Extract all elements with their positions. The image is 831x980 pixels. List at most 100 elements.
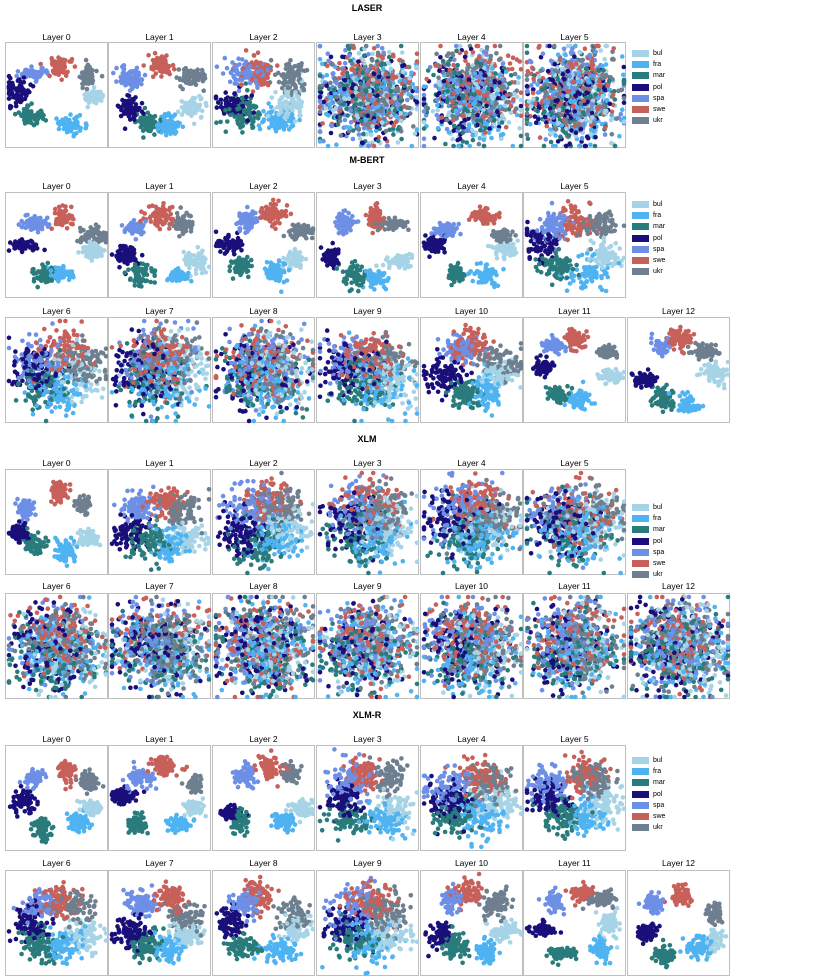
scatter-point-fra [83,121,89,126]
scatter-point-spa [478,75,484,80]
scatter-point-pol [602,87,608,93]
scatter-point-bul [457,43,463,49]
scatter-point-mar [360,70,366,75]
scatter-point-pol [552,61,558,67]
scatter-point-swe [481,114,486,119]
scatter-point-pol [400,63,405,69]
scatter-point-ukr [450,113,455,119]
scatter-point-mar [361,131,366,137]
scatter-point-pol [565,68,571,74]
scatter-point-pol [342,78,348,83]
scatter-point-fra [621,72,626,78]
scatter-point-spa [446,103,452,109]
scatter-point-bul [199,108,205,114]
scatter-point-swe [390,73,395,78]
scatter-point-spa [45,70,50,75]
scatter-point-spa [325,51,331,56]
scatter-point-mar [402,83,407,89]
scatter-point-spa [329,123,335,129]
scatter-point-fra [498,132,504,138]
scatter-point-spa [245,66,251,71]
scatter-point-spa [231,73,236,79]
scatter-point-ukr [485,78,491,83]
scatter-point-fra [325,143,331,149]
scatter-point-ukr [187,81,192,86]
scatter-point-fra [553,133,558,138]
scatter-point-ukr [93,222,99,227]
scatter-point-fra [343,124,349,130]
scatter-point-bul [598,48,603,53]
scatter-point-ukr [444,117,449,122]
scatter-point-fra [327,101,333,107]
scatter-point-bul [392,96,398,101]
scatter-point-spa [441,94,447,100]
scatter-point-fra [543,104,549,109]
scatter-point-swe [486,59,492,65]
scatter-point-pol [342,86,347,92]
scatter-point-ukr [336,99,342,105]
scatter-point-ukr [504,99,510,105]
scatter-point-bul [91,88,97,94]
scatter-point-ukr [552,43,557,49]
scatter-point-pol [532,114,538,119]
scatter-point-ukr [466,64,472,70]
scatter-point-pol [351,82,356,87]
scatter-point-bul [502,103,508,109]
legend-label: pol [653,84,662,91]
scatter-point-mar [387,127,392,133]
scatter-point-ukr [479,123,484,128]
scatter-point-pol [462,117,468,123]
scatter-point-swe [609,109,615,115]
scatter-point-spa [348,108,353,114]
scatter-point-bul [528,104,534,109]
scatter-point-mar [478,63,484,68]
scatter-point-pol [542,114,548,120]
scatter-point-swe [150,74,156,80]
scatter-point-fra [261,117,267,122]
scatter-point-mar [35,284,40,290]
scatter-point-bul [506,120,512,125]
scatter-point-mar [460,130,466,135]
scatter-point-mar [612,143,618,149]
scatter-point-pol [568,115,574,120]
scatter-point-pol [328,130,334,136]
panel-title: Layer 0 [5,32,108,42]
scatter-point-pol [328,54,334,60]
scatter-point-spa [479,81,485,87]
scatter-point-swe [532,101,538,107]
scatter-point-fra [337,88,343,93]
scatter-point-bul [194,103,199,108]
scatter-point-ukr [80,75,86,81]
scatter-point-bul [357,136,363,141]
scatter-point-pol [8,104,14,109]
scatter-point-bul [265,113,271,119]
scatter-point-spa [33,79,39,84]
scatter-point-pol [24,93,29,98]
scatter-point-spa [255,69,260,75]
scatter-point-ukr [395,88,401,94]
scatter-point-pol [223,96,229,102]
scatter-point-fra [406,92,411,97]
scatter-point-ukr [446,71,451,76]
scatter-point-bul [526,99,532,104]
scatter-point-swe [59,77,64,83]
scatter-point-mar [158,117,163,122]
scatter-point-swe [154,65,159,71]
scatter-point-bul [517,125,522,131]
scatter-point-ukr [579,113,584,119]
panel-title: Layer 2 [212,32,315,42]
legend-label: bul [653,50,662,57]
scatter-point-fra [535,82,540,87]
scatter-point-mar [22,112,28,117]
scatter-point-pol [139,100,145,106]
scatter-panel [523,42,627,149]
scatter-point-spa [119,80,124,86]
scatter-point-pol [42,247,47,253]
scatter-point-bul [430,109,436,114]
scatter-point-pol [456,96,462,101]
scatter-point-fra [53,265,59,271]
scatter-point-spa [589,106,594,112]
scatter-point-swe [49,226,54,231]
scatter-point-ukr [379,108,384,113]
scatter-point-bul [487,72,492,77]
